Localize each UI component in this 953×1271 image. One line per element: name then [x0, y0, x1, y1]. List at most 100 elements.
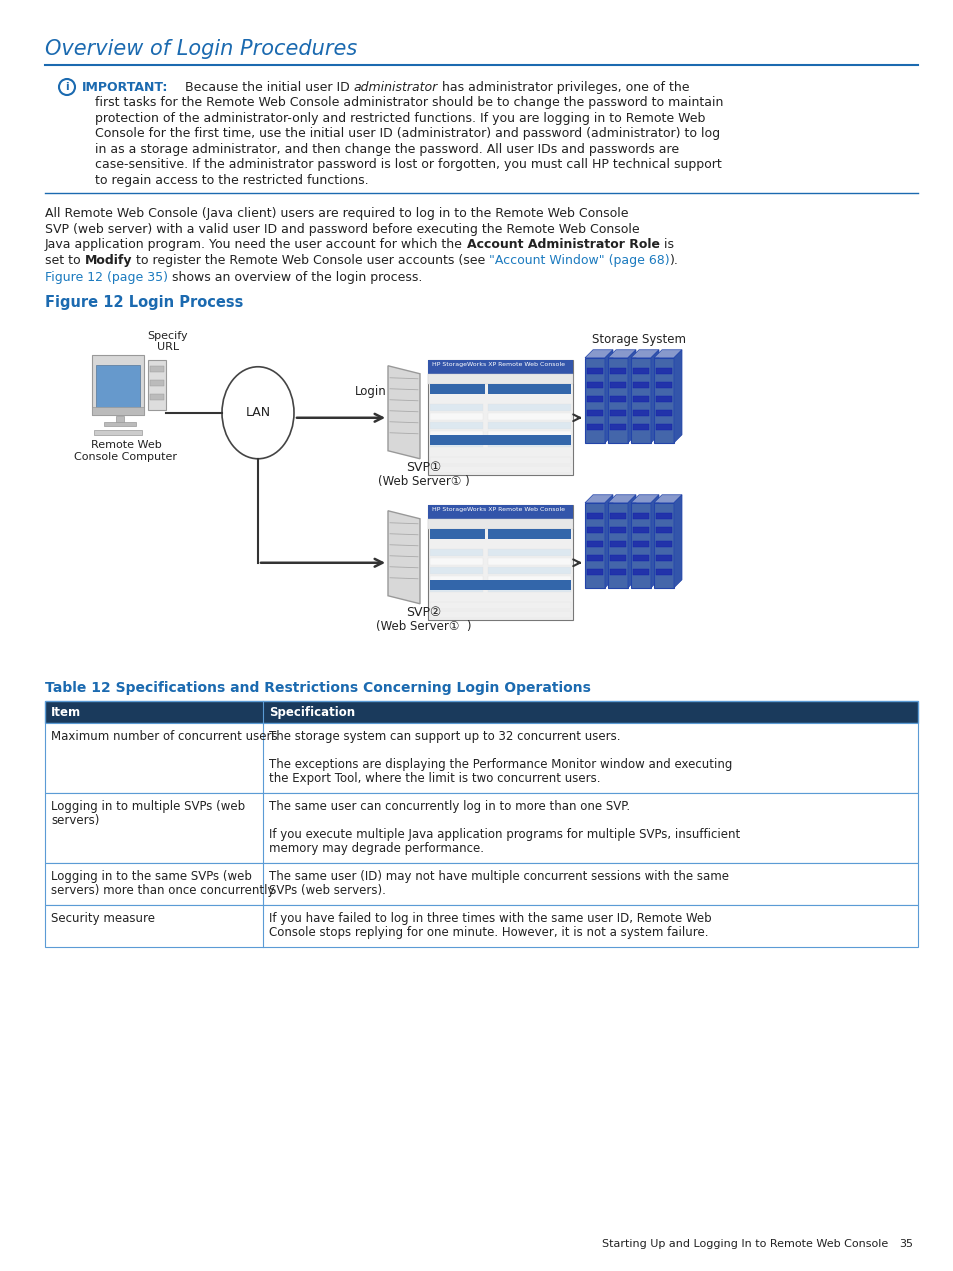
Bar [430, 435, 571, 445]
Bar [633, 526, 648, 533]
Text: Starting Up and Logging In to Remote Web Console: Starting Up and Logging In to Remote Web… [601, 1239, 887, 1249]
Text: has administrator privileges, one of the: has administrator privileges, one of the [437, 81, 689, 94]
Bar [609, 568, 625, 574]
Text: URL: URL [157, 342, 179, 352]
Polygon shape [673, 494, 681, 587]
Text: IMPORTANT:: IMPORTANT: [82, 81, 168, 94]
Polygon shape [388, 511, 419, 604]
Bar [656, 367, 671, 374]
Text: Specify: Specify [148, 330, 188, 341]
Bar [586, 409, 602, 416]
Bar [488, 384, 571, 394]
Bar [656, 512, 671, 519]
Bar [586, 568, 602, 574]
Bar [609, 395, 625, 402]
Text: (Web Server①  ): (Web Server① ) [375, 620, 471, 633]
Polygon shape [584, 494, 613, 503]
Bar [45, 723, 917, 793]
Text: is: is [659, 239, 673, 252]
Bar [609, 381, 625, 388]
Bar [584, 357, 604, 442]
Bar [45, 793, 917, 863]
Text: Java application program. You need the user account for which the: Java application program. You need the u… [45, 239, 466, 252]
Bar [94, 430, 142, 435]
Bar [428, 519, 573, 529]
Bar [656, 423, 671, 430]
Text: Logging in to multiple SVPs (web: Logging in to multiple SVPs (web [51, 799, 245, 813]
Polygon shape [604, 494, 613, 587]
Bar [96, 365, 140, 409]
Bar [586, 395, 602, 402]
Text: If you have failed to log in three times with the same user ID, Remote Web: If you have failed to log in three times… [269, 913, 711, 925]
Bar [630, 357, 650, 442]
Bar [430, 611, 571, 618]
Bar [607, 503, 627, 587]
Bar [586, 540, 602, 547]
Text: Login: Login [355, 385, 386, 398]
Bar [430, 384, 484, 394]
Bar [150, 366, 164, 371]
Text: SVP (web server) with a valid user ID and password before executing the Remote W: SVP (web server) with a valid user ID an… [45, 222, 639, 236]
Bar [430, 456, 571, 464]
Bar [586, 512, 602, 519]
Text: The same user can concurrently log in to more than one SVP.: The same user can concurrently log in to… [269, 799, 630, 813]
Text: in as a storage administrator, and then change the password. All user IDs and pa: in as a storage administrator, and then … [95, 142, 679, 156]
Text: SVP①: SVP① [406, 461, 441, 474]
Bar [488, 567, 571, 573]
Text: Storage System: Storage System [592, 333, 685, 346]
Text: servers): servers) [51, 813, 99, 827]
Text: Security measure: Security measure [51, 913, 154, 925]
Bar [488, 413, 571, 419]
Bar [488, 422, 571, 428]
Polygon shape [627, 350, 636, 442]
Text: Figure 12 Login Process: Figure 12 Login Process [45, 295, 243, 310]
Bar [656, 554, 671, 561]
Text: Overview of Login Procedures: Overview of Login Procedures [45, 39, 356, 58]
Text: Console stops replying for one minute. However, it is not a system failure.: Console stops replying for one minute. H… [269, 927, 708, 939]
Text: HP StorageWorks XP Remote Web Console: HP StorageWorks XP Remote Web Console [432, 507, 564, 512]
Bar [430, 465, 571, 473]
Ellipse shape [222, 367, 294, 459]
Bar [428, 505, 573, 620]
Bar [656, 381, 671, 388]
Bar [428, 360, 573, 374]
Bar [630, 503, 650, 587]
Text: HP StorageWorks XP Remote Web Console: HP StorageWorks XP Remote Web Console [432, 362, 564, 367]
Bar [91, 407, 144, 414]
Text: Specification: Specification [269, 705, 355, 719]
Bar [609, 367, 625, 374]
Bar [150, 380, 164, 386]
Bar [488, 440, 571, 447]
Bar [430, 431, 482, 437]
Text: servers) more than once concurrently: servers) more than once concurrently [51, 885, 274, 897]
Text: protection of the administrator-only and restricted functions. If you are loggin: protection of the administrator-only and… [95, 112, 704, 125]
Bar [633, 423, 648, 430]
Text: If you execute multiple Java application programs for multiple SVPs, insufficien: If you execute multiple Java application… [269, 827, 740, 841]
Bar [430, 440, 482, 447]
Bar [428, 505, 573, 519]
Bar [45, 863, 917, 905]
Polygon shape [673, 350, 681, 442]
Bar [430, 576, 482, 583]
Polygon shape [630, 350, 659, 357]
Text: "Account Window" (page 68): "Account Window" (page 68) [489, 254, 669, 267]
Bar [656, 540, 671, 547]
Text: The storage system can support up to 32 concurrent users.: The storage system can support up to 32 … [269, 730, 619, 742]
Bar [656, 568, 671, 574]
Bar [654, 503, 673, 587]
Text: ).: ). [669, 254, 679, 267]
Bar [45, 905, 917, 947]
Bar [428, 374, 573, 384]
Bar [633, 554, 648, 561]
Bar [430, 404, 482, 411]
Polygon shape [388, 366, 419, 459]
Bar [430, 422, 482, 428]
Bar [633, 568, 648, 574]
Bar [148, 360, 166, 409]
Bar [45, 700, 917, 723]
Bar [104, 422, 136, 426]
Text: Because the initial user ID: Because the initial user ID [185, 81, 354, 94]
Text: i: i [65, 83, 69, 92]
Text: administrator: administrator [354, 81, 437, 94]
Text: first tasks for the Remote Web Console administrator should be to change the pas: first tasks for the Remote Web Console a… [95, 97, 722, 109]
